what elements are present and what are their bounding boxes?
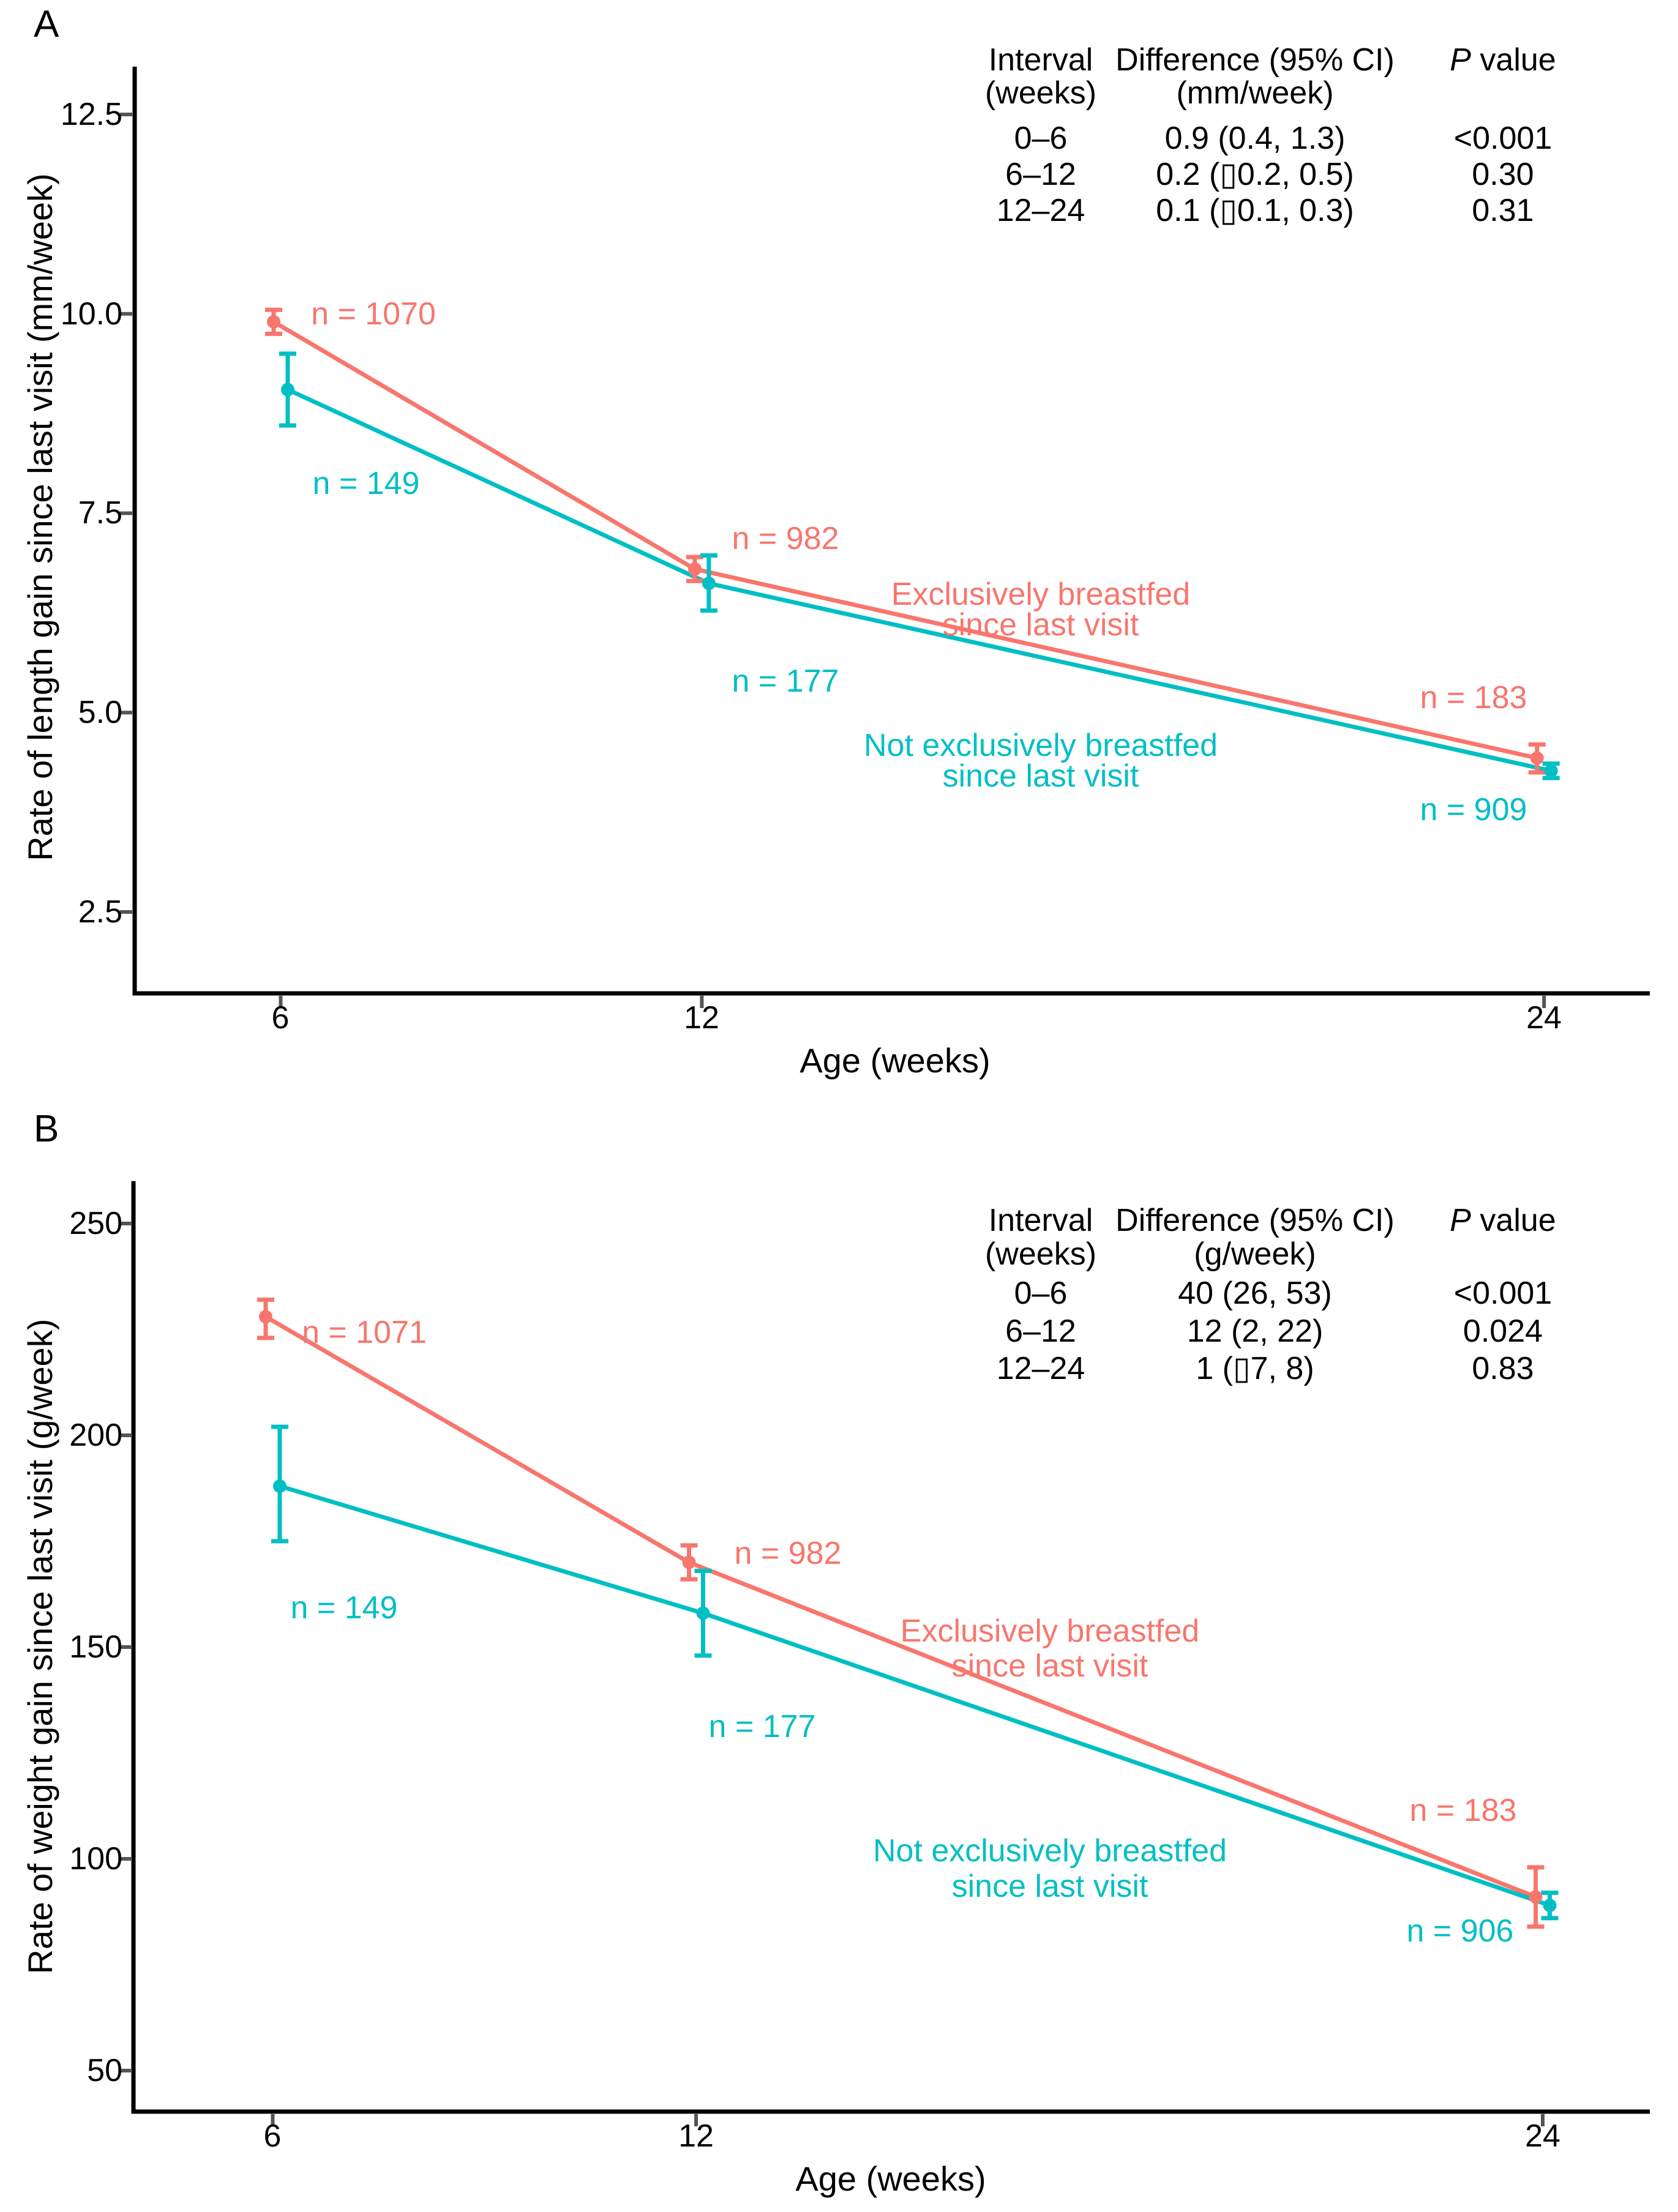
panel-a-n-label-exclusive-12: n = 982 bbox=[732, 521, 839, 556]
panel-b-table-row3-p: 0.83 bbox=[1472, 1351, 1534, 1386]
panel-b-letter: B bbox=[34, 1108, 59, 1150]
panel-a-table-header-difference-units: (mm/week) bbox=[1176, 75, 1334, 111]
panel-a-table-row1-interval: 0–6 bbox=[1014, 121, 1068, 156]
panel-a-y-tick-label-2-5: 2.5 bbox=[78, 894, 122, 930]
panel-a-table-row2-p: 0.30 bbox=[1472, 157, 1534, 192]
panel-a-table-row1-difference: 0.9 (0.4, 1.3) bbox=[1164, 121, 1346, 156]
panel-a-p-rest: value bbox=[1470, 42, 1556, 78]
panel-b-legend-not-exclusive-line2: since last visit bbox=[951, 1869, 1148, 1904]
panel-b-data-point-exclusive bbox=[1529, 1890, 1543, 1904]
panel-b-y-tick-label-150: 150 bbox=[69, 1629, 122, 1665]
panel-b-series-line-exclusive bbox=[264, 1315, 1537, 1899]
panel-b-table-row2-difference: 12 (2, 22) bbox=[1186, 1313, 1324, 1349]
panel-a-n-label-exclusive-6: n = 1070 bbox=[311, 296, 436, 332]
panel-a-n-label-not-exclusive-24: n = 909 bbox=[1420, 792, 1527, 828]
panel-a-table-row2-difference: 0.2 (▯0.2, 0.5) bbox=[1156, 157, 1354, 192]
panel-b-n-label-exclusive-24: n = 183 bbox=[1409, 1793, 1517, 1828]
panel-a-legend-exclusive-line1: Exclusively breastfed bbox=[891, 577, 1191, 612]
panel-b-table-row3-interval: 12–24 bbox=[996, 1351, 1085, 1386]
panel-b-data-point-not-exclusive bbox=[273, 1479, 287, 1493]
panel-a-data-point-not-exclusive bbox=[702, 577, 716, 591]
panel-a-x-axis-title: Age (weeks) bbox=[800, 1041, 991, 1080]
panel-a-data-point-exclusive bbox=[1530, 751, 1544, 765]
panel-b-p-rest: value bbox=[1470, 1203, 1556, 1238]
panel-b-table-row2-interval: 6–12 bbox=[1005, 1313, 1076, 1349]
panel-a-data-point-not-exclusive bbox=[1544, 764, 1558, 778]
panel-b-data-point-not-exclusive bbox=[1543, 1899, 1557, 1913]
panel-a-table-header-p-value: P value bbox=[1411, 42, 1595, 78]
panel-b-table-row2-p: 0.024 bbox=[1463, 1313, 1543, 1349]
panel-a-table-header-interval-units: (weeks) bbox=[984, 75, 1097, 111]
panel-b-table-header-p-value: P value bbox=[1411, 1203, 1595, 1238]
panel-a-y-axis-title: Rate of length gain since last visit (mm… bbox=[21, 173, 59, 861]
panel-b-table-header-interval: Interval bbox=[988, 1203, 1093, 1238]
panel-b-legend-exclusive-line1: Exclusively breastfed bbox=[900, 1613, 1200, 1649]
panel-b-x-tick-label-6: 6 bbox=[263, 2118, 282, 2154]
panel-b-table-header-difference: Difference (95% CI) bbox=[1115, 1203, 1395, 1238]
panel-a-data-point-not-exclusive bbox=[281, 383, 294, 397]
panel-a-table-header-interval: Interval bbox=[988, 42, 1093, 78]
panel-b-y-tick-label-50: 50 bbox=[87, 2053, 122, 2088]
panel-a-n-label-exclusive-24: n = 183 bbox=[1420, 680, 1527, 716]
panel-b-x-tick-label-24: 24 bbox=[1525, 2118, 1560, 2154]
panel-a-y-tick-label-5-0: 5.0 bbox=[78, 695, 122, 730]
panel-a-data-point-exclusive bbox=[687, 562, 702, 576]
panel-b-x-tick-label-12: 12 bbox=[678, 2118, 714, 2154]
panel-a-y-tick-label-7-5: 7.5 bbox=[78, 495, 122, 531]
panel-b-n-label-not-exclusive-24: n = 906 bbox=[1406, 1913, 1514, 1949]
panel-b-y-axis-title: Rate of weight gain since last visit (g/… bbox=[21, 1318, 59, 1975]
panel-b-data-point-not-exclusive bbox=[696, 1606, 710, 1620]
panel-b-table-row1-difference: 40 (26, 53) bbox=[1178, 1276, 1332, 1311]
panel-b-y-tick-label-200: 200 bbox=[69, 1418, 122, 1453]
panel-a-legend-not-exclusive-line2: since last visit bbox=[942, 758, 1139, 794]
panel-a-table-row3-p: 0.31 bbox=[1472, 193, 1534, 228]
panel-a-table-row2-interval: 6–12 bbox=[1005, 157, 1076, 192]
panel-a-n-label-not-exclusive-12: n = 177 bbox=[732, 663, 839, 699]
panel-a-y-tick-label-12-5: 12.5 bbox=[60, 97, 122, 132]
panel-b-n-label-not-exclusive-6: n = 149 bbox=[290, 1590, 398, 1626]
panel-a-x-tick-label-12: 12 bbox=[684, 1000, 719, 1036]
panel-b-table-header-interval-units: (weeks) bbox=[984, 1236, 1097, 1272]
panel-b-n-label-not-exclusive-12: n = 177 bbox=[708, 1709, 816, 1744]
panel-b-p-italic: P bbox=[1450, 1203, 1471, 1238]
panel-b-table-row3-difference: 1 (▯7, 8) bbox=[1196, 1351, 1314, 1386]
panel-a-y-tick-label-10-0: 10.0 bbox=[60, 296, 122, 332]
panel-b-legend-not-exclusive-line1: Not exclusively breastfed bbox=[872, 1833, 1227, 1869]
panel-a-x-tick-label-6: 6 bbox=[271, 1000, 290, 1036]
panel-a-x-tick-label-24: 24 bbox=[1526, 1000, 1562, 1036]
panel-b-data-point-exclusive bbox=[259, 1310, 272, 1324]
panel-a-table-row3-interval: 12–24 bbox=[996, 193, 1085, 228]
panel-a-table-row3-difference: 0.1 (▯0.1, 0.3) bbox=[1156, 193, 1354, 228]
panel-a-series-line-exclusive bbox=[272, 319, 1538, 760]
panel-b-n-label-exclusive-6: n = 1071 bbox=[302, 1315, 427, 1350]
panel-b-table-row1-interval: 0–6 bbox=[1014, 1276, 1068, 1311]
panel-a-n-label-not-exclusive-6: n = 149 bbox=[312, 466, 420, 501]
panel-a-legend-not-exclusive-line1: Not exclusively breastfed bbox=[863, 728, 1218, 763]
panel-a-letter: A bbox=[34, 3, 59, 45]
panel-a-data-point-exclusive bbox=[267, 315, 280, 329]
panel-b-legend-exclusive-line2: since last visit bbox=[951, 1648, 1148, 1684]
panel-a-p-italic: P bbox=[1450, 42, 1471, 78]
panel-b-n-label-exclusive-12: n = 982 bbox=[734, 1536, 842, 1571]
panel-b-y-tick-label-100: 100 bbox=[69, 1841, 122, 1877]
panel-b-data-point-exclusive bbox=[682, 1555, 696, 1569]
panel-b-table-row1-p: <0.001 bbox=[1453, 1276, 1553, 1311]
panel-a-table-row1-p: <0.001 bbox=[1453, 121, 1553, 156]
panel-b-x-axis-title: Age (weeks) bbox=[795, 2159, 986, 2198]
panel-a-table-header-difference: Difference (95% CI) bbox=[1115, 42, 1395, 78]
panel-b-table-header-difference-units: (g/week) bbox=[1194, 1236, 1316, 1272]
panel-a-legend-exclusive-line2: since last visit bbox=[942, 607, 1139, 643]
panel-b-y-tick-label-250: 250 bbox=[69, 1206, 122, 1241]
